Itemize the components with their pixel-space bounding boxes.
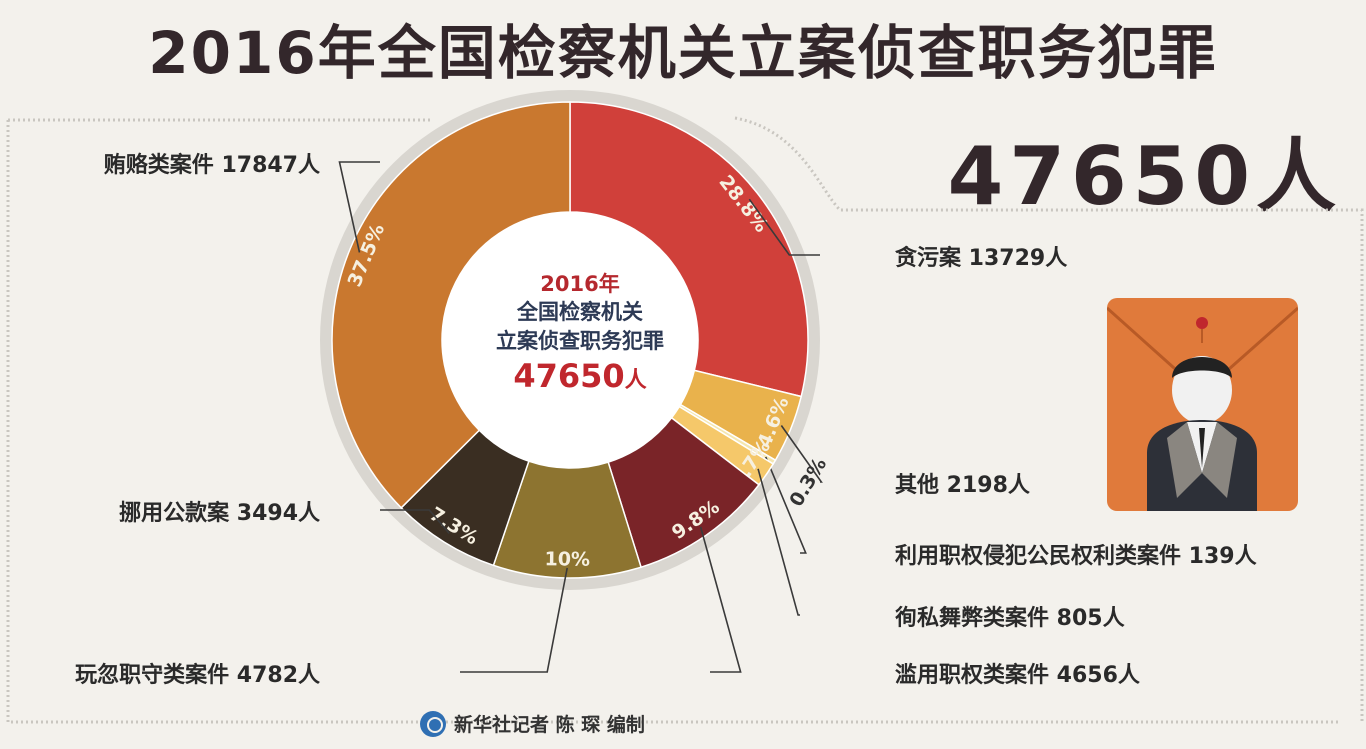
slice-label-5: 玩忽职守类案件 4782人 bbox=[75, 663, 320, 688]
xinhua-logo-icon bbox=[420, 710, 446, 737]
official-illustration bbox=[1107, 298, 1298, 511]
center-year: 2016年 bbox=[540, 272, 620, 296]
center-line-3: 立案侦查职务犯罪 bbox=[496, 329, 664, 353]
slice-label-4: 滥用职权类案件 4656人 bbox=[895, 663, 1140, 688]
percent-label-5: 10% bbox=[544, 548, 590, 571]
percent-label-2: 0.3% bbox=[785, 454, 831, 511]
leader-line-0 bbox=[748, 198, 820, 256]
leader-line-2 bbox=[764, 456, 807, 554]
leader-line-5 bbox=[460, 567, 568, 673]
center-total-number: 47650 bbox=[513, 357, 625, 395]
leader-line-7 bbox=[338, 161, 380, 253]
credit-line: 新华社记者 陈 琛 编制 bbox=[420, 710, 645, 737]
slice-label-0: 贪污案 13729人 bbox=[895, 246, 1068, 271]
leader-line-3 bbox=[757, 468, 800, 616]
slice-label-3: 徇私舞弊类案件 805人 bbox=[895, 606, 1125, 631]
leader-line-4 bbox=[699, 526, 742, 673]
official-icon bbox=[1107, 306, 1298, 511]
slice-label-2: 利用职权侵犯公民权利类案件 139人 bbox=[895, 544, 1257, 569]
center-line-2: 全国检察机关 bbox=[517, 300, 643, 324]
credit-text: 新华社记者 陈 琛 编制 bbox=[454, 714, 645, 736]
center-total: 47650人 bbox=[455, 356, 705, 401]
donut-center: 2016年 全国检察机关 立案侦查职务犯罪 47650人 bbox=[455, 268, 705, 401]
donut-hole bbox=[442, 212, 698, 468]
leader-line-6 bbox=[380, 509, 450, 534]
slice-label-7: 贿赂类案件 17847人 bbox=[103, 153, 320, 178]
center-total-unit: 人 bbox=[624, 368, 647, 393]
chart-title: 2016年全国检察机关立案侦查职务犯罪 bbox=[148, 19, 1218, 87]
leader-line-1 bbox=[780, 425, 823, 483]
slice-label-1: 其他 2198人 bbox=[895, 473, 1030, 498]
slice-label-6: 挪用公款案 3494人 bbox=[119, 501, 320, 526]
